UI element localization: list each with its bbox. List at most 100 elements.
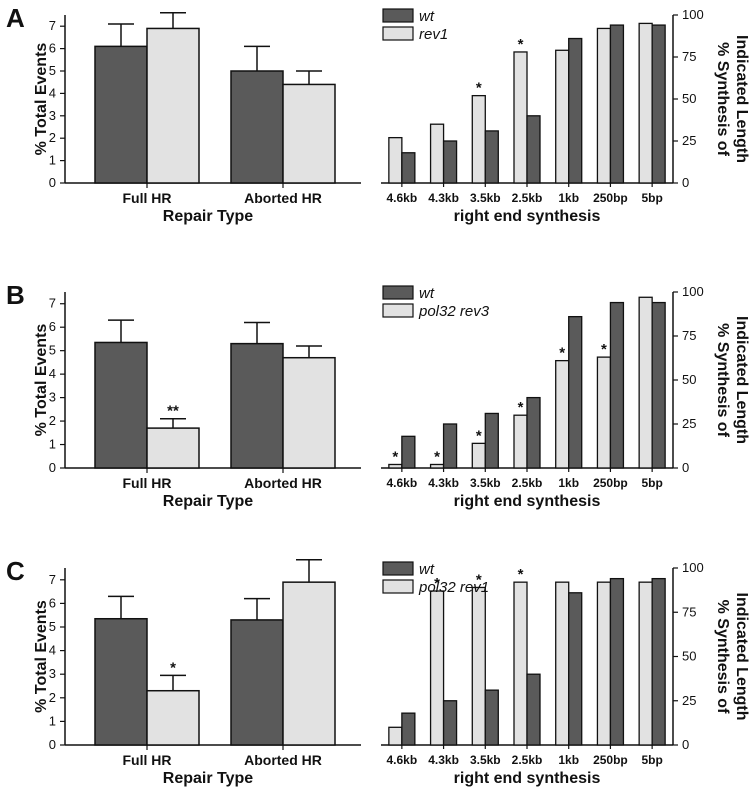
- bar-mutant-6: [638, 581, 653, 746]
- legend-swatch-wt: [382, 285, 414, 300]
- y-tick-label: 100: [682, 7, 704, 22]
- bar-mutant-0: [146, 427, 200, 469]
- y-tick-label: 50: [682, 91, 696, 106]
- x-category-label: 1kb: [558, 476, 579, 490]
- x-category-label: 2.5kb: [512, 476, 543, 490]
- bar-mutant-5: [596, 27, 612, 184]
- y-tick-label: 1: [49, 153, 56, 168]
- bar-mutant-1: [282, 356, 336, 469]
- bar-wt-1: [230, 619, 284, 746]
- bar-mutant-0: [388, 136, 403, 184]
- y-tick-label: 3: [49, 390, 56, 405]
- bar-wt-0: [94, 45, 148, 184]
- y-tick-label: 5: [49, 343, 56, 358]
- bar-mutant-1: [282, 83, 336, 184]
- y-tick-label: 3: [49, 108, 56, 123]
- x-category-label: 4.6kb: [387, 476, 418, 490]
- legend-swatch-mutant: [382, 303, 414, 318]
- y-axis-title-line2: Indicated Length: [733, 593, 750, 721]
- bar-mutant-4: [555, 581, 570, 746]
- legend-swatch-wt: [382, 561, 414, 576]
- bar-mutant-6: [638, 296, 653, 469]
- legend-label-mutant: pol32 rev3: [418, 303, 490, 320]
- legend-label-wt: wt: [419, 8, 435, 25]
- significance-mark: *: [518, 399, 524, 416]
- bar-wt-0: [94, 617, 148, 746]
- y-tick-label: 2: [49, 690, 56, 705]
- y-tick-label: 4: [49, 366, 56, 381]
- legend-swatch-mutant: [382, 579, 414, 594]
- x-category-label: Full HR: [123, 752, 172, 768]
- bar-mutant-0: [146, 27, 200, 184]
- y-tick-label: 0: [49, 175, 56, 190]
- x-axis-title: right end synthesis: [454, 208, 601, 225]
- x-axis-title: Repair Type: [163, 208, 254, 225]
- y-tick-label: 2: [49, 130, 56, 145]
- bar-wt-0: [94, 341, 148, 469]
- y-tick-label: 7: [49, 18, 56, 33]
- y-tick-label: 0: [682, 737, 689, 752]
- bar-mutant-4: [555, 49, 570, 184]
- significance-mark: *: [601, 341, 607, 358]
- bar-mutant-3: [513, 581, 528, 746]
- bar-mutant-5: [596, 581, 612, 746]
- bar-wt-0: [401, 712, 416, 746]
- x-category-label: 5bp: [641, 191, 662, 205]
- y-tick-label: 1: [49, 437, 56, 452]
- y-axis-title-line2: Indicated Length: [733, 316, 750, 444]
- y-tick-label: 100: [682, 284, 704, 299]
- x-axis-title: right end synthesis: [454, 493, 601, 510]
- legend-label-mutant: pol32 rev1: [418, 579, 489, 596]
- bar-wt-3: [526, 115, 541, 184]
- significance-mark: *: [434, 448, 440, 465]
- significance-mark: *: [518, 566, 524, 583]
- x-category-label: 4.6kb: [387, 191, 418, 205]
- significance-mark: *: [392, 448, 398, 465]
- y-tick-label: 2: [49, 413, 56, 428]
- legend-label-wt: wt: [419, 285, 435, 302]
- y-axis-title-line1: % Synthesis of: [714, 323, 731, 437]
- y-tick-label: 7: [49, 572, 56, 587]
- bar-wt-1: [442, 423, 458, 469]
- bar-wt-6: [651, 577, 666, 746]
- bar-wt-1: [230, 70, 284, 184]
- bar-mutant-6: [638, 22, 653, 184]
- bar-mutant-1: [429, 123, 445, 184]
- x-category-label: 1kb: [558, 753, 579, 767]
- significance-mark: *: [476, 80, 482, 97]
- x-category-label: 4.6kb: [387, 753, 418, 767]
- x-category-label: 5bp: [641, 753, 662, 767]
- y-tick-label: 25: [682, 133, 696, 148]
- significance-mark: *: [559, 345, 565, 362]
- legend-label-wt: wt: [419, 561, 435, 578]
- y-tick-label: 75: [682, 604, 696, 619]
- panel-letter: C: [6, 556, 25, 586]
- x-category-label: 3.5kb: [470, 191, 501, 205]
- y-axis-title-line1: % Synthesis of: [714, 42, 731, 156]
- x-category-label: 250bp: [593, 476, 628, 490]
- y-tick-label: 50: [682, 649, 696, 664]
- x-category-label: 2.5kb: [512, 191, 543, 205]
- bar-mutant-5: [596, 356, 612, 469]
- significance-mark: **: [167, 403, 179, 420]
- y-axis-title: % Total Events: [33, 43, 50, 156]
- y-tick-label: 75: [682, 328, 696, 343]
- y-tick-label: 6: [49, 595, 56, 610]
- bar-wt-3: [526, 673, 541, 746]
- significance-mark: *: [476, 571, 482, 588]
- y-axis-title-line2: Indicated Length: [733, 35, 750, 163]
- x-category-label: 250bp: [593, 753, 628, 767]
- y-tick-label: 50: [682, 372, 696, 387]
- x-axis-title: Repair Type: [163, 770, 254, 787]
- panel-letter: A: [6, 3, 25, 33]
- y-tick-label: 6: [49, 319, 56, 334]
- y-tick-label: 100: [682, 560, 704, 575]
- bar-mutant-4: [555, 359, 570, 469]
- y-tick-label: 7: [49, 296, 56, 311]
- bar-mutant-0: [146, 689, 200, 746]
- y-tick-label: 0: [49, 737, 56, 752]
- panel-letter: B: [6, 280, 25, 310]
- significance-mark: *: [518, 36, 524, 53]
